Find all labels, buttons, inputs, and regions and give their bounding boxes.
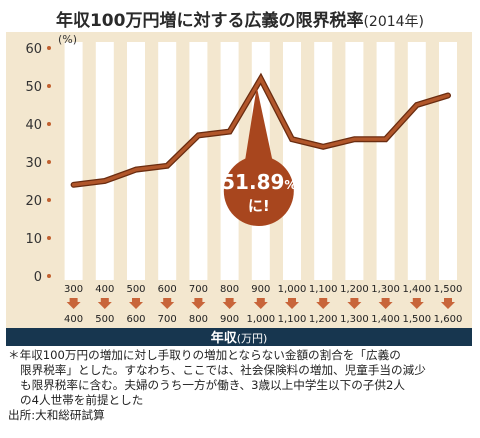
y-tick-label: 10 — [25, 232, 42, 247]
callout-bubble — [223, 156, 294, 226]
x-tick-label-to: 1,000 — [246, 314, 275, 325]
footnote-line: も限界税率に含む。夫婦のうち一方が働き、3歳以上中学生以下の子供2人 — [20, 378, 405, 392]
footnotes: ＊年収100万円の増加に対し手取りの増加とならない金額の割合を「広義の 限界税率… — [8, 348, 474, 423]
column-stripe — [345, 42, 364, 280]
y-tick-label: 20 — [25, 194, 42, 209]
down-arrow-icon — [97, 298, 112, 309]
down-arrow-icon — [160, 298, 175, 309]
x-tick-label-from: 800 — [220, 284, 239, 295]
data-point — [103, 179, 107, 183]
data-point — [446, 94, 450, 97]
line-chart: 0 10 20 30 40 50 60 (%) 51.89% に! 300 400 400 500 500 6… — [6, 33, 472, 346]
x-tick-label-from: 300 — [64, 284, 83, 295]
down-arrow-icon — [409, 298, 424, 309]
x-tick-label-to: 500 — [95, 314, 114, 325]
x-tick-label-to: 600 — [126, 314, 145, 325]
down-arrow-icon — [285, 298, 299, 309]
x-tick-label-from: 1,000 — [278, 284, 307, 295]
data-point — [352, 137, 356, 141]
column-stripe — [95, 42, 114, 280]
x-tick-label-to: 1,100 — [278, 314, 307, 325]
source-note: 出所:大和総研試算 — [8, 408, 105, 422]
column-stripe — [189, 42, 208, 280]
x-tick-label-from: 1,100 — [309, 284, 338, 295]
callout-suffix-text: に! — [248, 197, 270, 215]
x-tick-label-to: 800 — [189, 314, 208, 325]
x-tick-label-to: 700 — [158, 314, 177, 325]
footnote-line: ＊年収100万円の増加に対し手取りの増加とならない金額の割合を「広義の — [8, 348, 401, 362]
footnote-line: 限界税率」とした。すなわち、ここでは、社会保険料の増加、児童手当の減少 — [20, 363, 426, 377]
down-arrow-icon — [66, 298, 81, 309]
down-arrow-icon — [191, 298, 206, 309]
y-tick-marker — [47, 160, 51, 164]
data-point — [196, 133, 200, 137]
chart-title-main: 年収100万円増に対する広義の限界税率 — [55, 11, 364, 31]
y-tick-marker — [47, 274, 51, 278]
y-tick-label: 60 — [25, 42, 42, 57]
chart-panel: 0 10 20 30 40 50 60 (%) 51.89% に! 300 400 400 500 500 6… — [6, 32, 472, 346]
x-tick-label-from: 400 — [95, 284, 114, 295]
footnote-line: の4人世帯を前提とした — [20, 393, 144, 407]
down-arrow-icon — [129, 298, 143, 309]
data-point — [415, 103, 419, 107]
column-stripe — [376, 42, 395, 280]
data-point — [290, 137, 294, 141]
x-tick-label-to: 1,600 — [434, 314, 463, 325]
y-tick-marker — [47, 46, 51, 50]
data-point — [321, 145, 325, 149]
y-tick-label: 50 — [25, 80, 42, 95]
callout-value-text: 51.89% — [221, 170, 296, 194]
data-point — [165, 164, 169, 168]
x-tick-label-from: 600 — [158, 284, 177, 295]
column-stripe — [64, 42, 83, 280]
y-tick-label: 40 — [25, 118, 42, 133]
data-point — [228, 130, 232, 134]
column-stripe — [158, 42, 177, 280]
chart-title-year: (2014年) — [363, 14, 425, 30]
x-tick-label-from: 500 — [126, 284, 145, 295]
down-arrow-icon — [347, 298, 362, 309]
down-arrow-icon — [316, 298, 331, 309]
down-arrow-icon — [378, 298, 393, 309]
x-tick-label-to: 400 — [64, 314, 83, 325]
x-tick-label-from: 700 — [189, 284, 208, 295]
data-point — [134, 168, 138, 172]
y-tick-marker — [47, 122, 51, 126]
down-arrow-icon — [441, 298, 455, 309]
data-point — [384, 137, 388, 141]
x-tick-label-to: 1,500 — [402, 314, 431, 325]
data-point — [259, 77, 263, 81]
column-stripe — [439, 42, 457, 280]
x-tick-label-from: 1,400 — [402, 284, 431, 295]
x-tick-label-from: 900 — [251, 284, 270, 295]
x-tick-label-to: 1,400 — [371, 314, 400, 325]
x-tick-label-from: 1,300 — [371, 284, 400, 295]
y-tick-marker — [47, 84, 51, 88]
y-axis-label: (%) — [58, 33, 77, 46]
x-tick-label-to: 1,200 — [309, 314, 338, 325]
column-stripe — [283, 42, 301, 280]
y-tick-label: 30 — [25, 156, 42, 171]
x-tick-label-from: 1,200 — [340, 284, 369, 295]
x-axis-label: 年収(万円) — [211, 330, 268, 346]
chart-title: 年収100万円増に対する広義の限界税率(2014年) — [0, 6, 480, 31]
down-arrow-icon — [253, 298, 268, 309]
column-stripe — [314, 42, 333, 280]
y-tick-marker — [47, 236, 51, 240]
callout-pointer — [244, 86, 273, 162]
column-stripe — [220, 42, 239, 280]
x-tick-label-to: 900 — [220, 314, 239, 325]
down-arrow-icon — [222, 298, 237, 309]
x-tick-label-to: 1,300 — [340, 314, 369, 325]
column-stripe — [407, 42, 426, 280]
data-point — [72, 183, 76, 187]
y-tick-label: 0 — [34, 270, 42, 285]
y-tick-marker — [47, 198, 51, 202]
column-stripe — [127, 42, 145, 280]
x-axis-bar — [6, 328, 472, 346]
x-tick-label-from: 1,500 — [434, 284, 463, 295]
